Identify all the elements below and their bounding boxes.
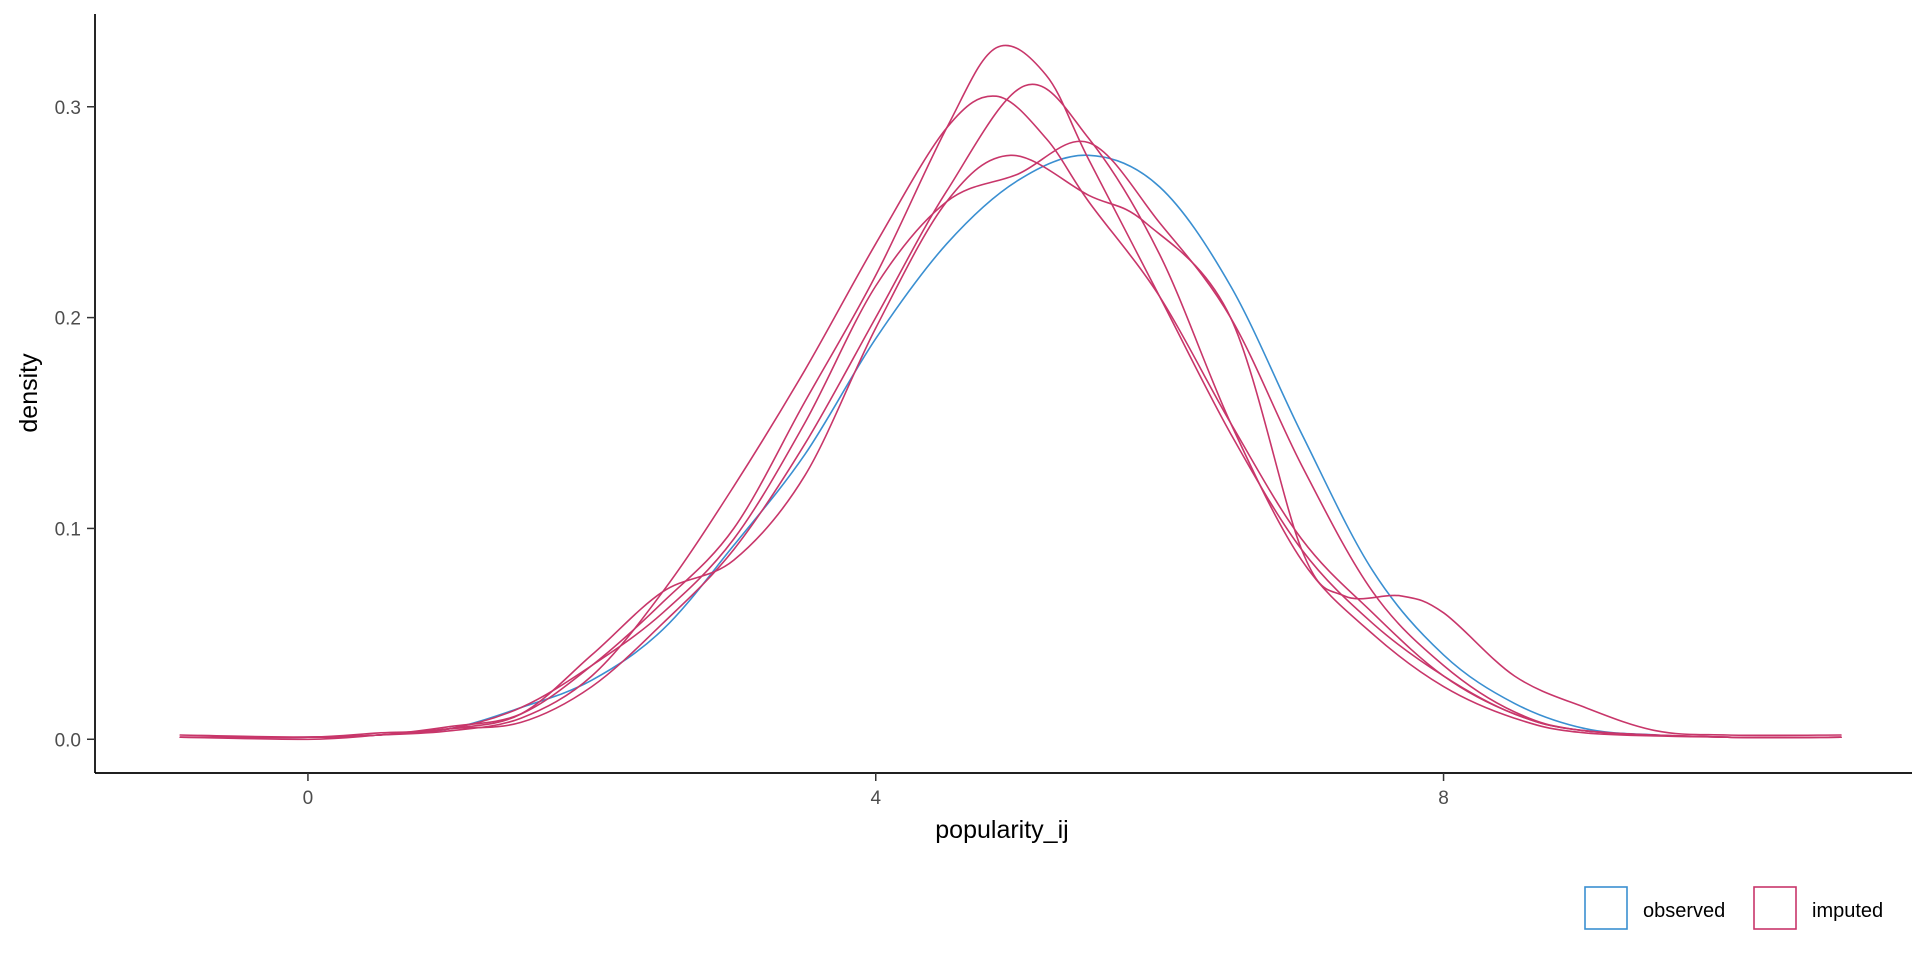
legend-label-imputed: imputed [1812,900,1883,922]
y-tick-label: 0.2 [55,309,81,330]
ticks: 0 4 8 0.0 0.1 0.2 0.3 [55,98,1449,809]
x-tick-label: 0 [303,788,314,809]
imputed-density-line [179,83,1842,741]
imputed-density-line [179,95,1842,739]
observed-density-line [236,154,1729,739]
y-tick-label: 0.3 [55,98,81,119]
legend: observed imputed [1584,886,1883,930]
axes [94,14,1912,774]
legend-label-observed: observed [1643,900,1725,922]
y-tick-label: 0.0 [55,730,81,751]
legend-key-imputed [1753,886,1797,930]
imputed-density-line [179,154,1842,739]
x-tick-label: 8 [1438,788,1449,809]
x-axis-title: popularity_ij [935,816,1068,844]
y-axis-title: density [15,353,43,433]
density-curves [179,44,1842,741]
x-tick-label: 4 [870,788,881,809]
imputed-density-line [179,140,1842,739]
legend-key-observed [1584,886,1628,930]
imputed-density-line [179,44,1842,739]
y-tick-label: 0.1 [55,519,81,540]
